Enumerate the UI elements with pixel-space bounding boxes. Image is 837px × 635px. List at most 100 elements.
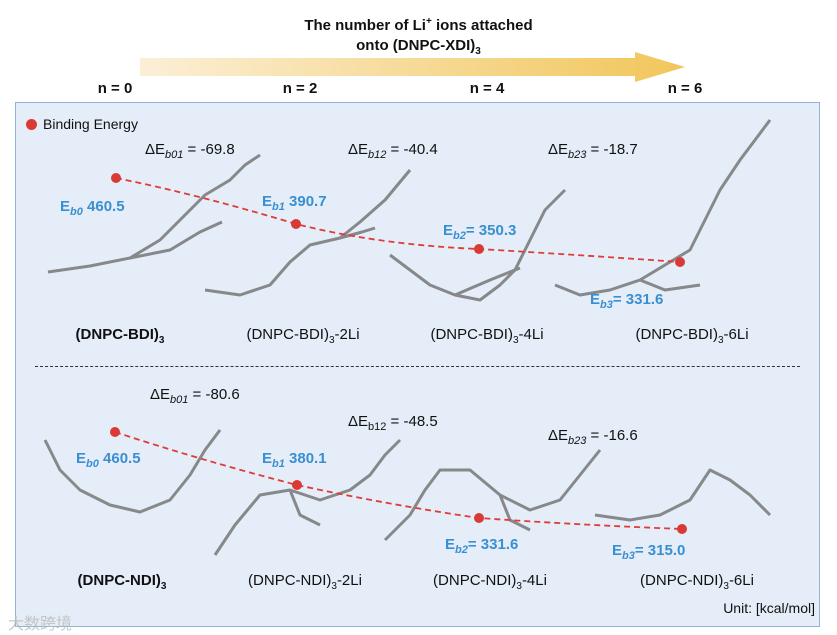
bdi-point-1 [291,219,301,229]
title-text: onto (DNPC-XDI) [356,37,476,54]
delta-sym: ΔE [145,141,166,158]
molecule-bdi-2 [204,169,412,297]
eb-sym: E [443,222,454,239]
bdi-eb2: Eb2= 350.3 [443,222,516,242]
name-sub: 3 [328,335,335,346]
molecule-ndi-4 [383,449,602,542]
delta-sub: b12 [368,149,387,161]
name-sub: 3 [717,335,724,346]
n-label: n = 6 [667,80,703,97]
name-sub: 3 [512,335,519,346]
delta-sym: ΔE [548,427,569,444]
name-sub: 3 [723,581,729,592]
bdi-name-2: (DNPC-BDI)3-2Li [246,326,359,346]
delta-val: = -80.6 [188,386,240,403]
legend-marker-icon [26,118,37,130]
molecule-ndi-0 [43,429,222,514]
eb-sym: E [590,291,601,308]
legend: Binding Energy [26,116,138,132]
bdi-point-0 [111,173,121,183]
bdi-delta-23: ΔEb23 = -18.7 [548,141,638,161]
eb-sym: E [262,450,273,467]
eb-sym: E [612,542,623,559]
ndi-name-6: (DNPC-NDI)3-6Li [640,572,754,592]
delta-sub: b23 [568,149,587,161]
eb-val: 460.5 [98,450,141,467]
delta-val: = -18.7 [586,141,638,158]
name-text: (DNPC-BDI) [635,326,718,343]
eb-sym: E [445,536,456,553]
eb-sub: b2 [453,230,466,242]
molecule-ndi-4-branch [498,494,531,532]
eb-val: = 315.0 [634,542,686,559]
ndi-name-0: (DNPC-NDI)3 [78,572,167,592]
delta-sym: ΔE [150,386,171,403]
eb-val: = 331.6 [612,291,664,308]
title-sub: 3 [475,46,481,57]
delta-sym: ΔE [348,413,369,430]
name-text: (DNPC-NDI) [640,572,724,589]
delta-val: = -48.5 [386,413,438,430]
name-suffix: -4Li [521,572,547,589]
molecule-bdi-0 [47,153,261,274]
row-divider [35,366,800,367]
energy-panel [15,102,820,627]
name-suffix: -4Li [518,326,544,343]
name-suffix: -6Li [728,572,754,589]
delta-sym: ΔE [548,141,569,158]
eb-sym: E [60,198,71,215]
molecule-bdi-4-branch [454,266,521,297]
molecule-bdi-0-branch [129,220,223,260]
eb-sub: b3 [622,550,635,562]
ndi-trend-line [114,431,683,530]
eb-val: 380.1 [284,450,327,467]
delta-sub: b01 [170,394,189,406]
eb-val: = 350.3 [465,222,517,239]
ndi-eb3: Eb3= 315.0 [612,542,685,562]
eb-sub: b0 [86,458,99,470]
delta-val: = -16.6 [586,427,638,444]
bdi-trend-line [115,177,681,263]
molecule-ndi-2-branch [288,489,321,527]
ndi-eb0: Eb0 460.5 [76,450,141,470]
ndi-name-2: (DNPC-NDI)3-2Li [248,572,362,592]
title-text: The number of Li [304,17,426,34]
ndi-point-0 [110,427,120,437]
eb-sub: b1 [272,458,285,470]
name-sub: 3 [158,335,165,346]
ndi-point-1 [292,480,302,490]
name-sub: 3 [160,581,167,592]
eb-val: 390.7 [284,193,327,210]
molecule-bdi-2-branch [339,226,376,240]
name-text: (DNPC-NDI) [248,572,332,589]
name-sub: 3 [331,581,337,592]
name-text: (DNPC-NDI) [433,572,517,589]
progress-arrow-icon [140,52,685,82]
name-text: (DNPC-NDI) [77,572,161,589]
figure-title: The number of Li+ ions attached onto (DN… [0,12,837,62]
eb-sym: E [262,193,273,210]
n-label: n = 0 [97,80,133,97]
n-label: n = 2 [282,80,318,97]
eb-val: 460.5 [82,198,125,215]
name-suffix: -2Li [334,326,360,343]
watermark: 大数跨境 [8,616,73,633]
bdi-eb0: Eb0 460.5 [60,198,125,218]
n-label: n = 4 [469,80,505,97]
name-text: (DNPC-BDI) [430,326,513,343]
title-sup: + [425,16,432,27]
delta-val: = -69.8 [183,141,235,158]
delta-sub: b12 [368,421,387,433]
bdi-delta-01: ΔEb01 = -69.8 [145,141,235,161]
unit-label: Unit: [kcal/mol] [723,600,815,616]
eb-sub: b2 [455,544,468,556]
name-text: (DNPC-BDI) [246,326,329,343]
ndi-name-4: (DNPC-NDI)3-4Li [433,572,547,592]
eb-sym: E [76,450,87,467]
bdi-eb1: Eb1 390.7 [262,193,327,213]
bdi-delta-12: ΔEb12 = -40.4 [348,141,438,161]
eb-val: = 331.6 [467,536,519,553]
bdi-name-4: (DNPC-BDI)3-4Li [430,326,543,346]
molecule-bdi-4 [389,188,567,302]
